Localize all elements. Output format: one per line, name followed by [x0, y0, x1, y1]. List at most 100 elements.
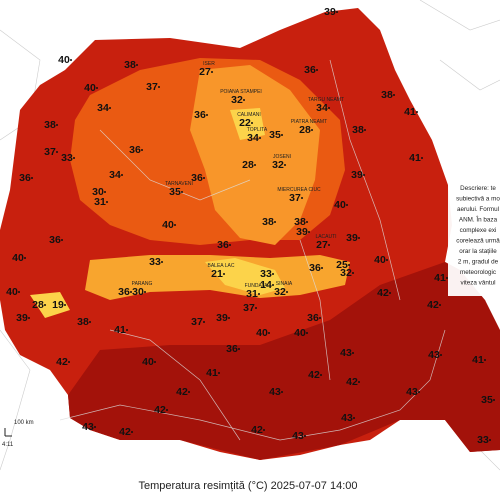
station-dot — [223, 273, 225, 275]
station-dot — [56, 124, 58, 126]
station-dot — [446, 277, 448, 279]
station-dot — [203, 177, 205, 179]
station-dot — [131, 431, 133, 433]
station-dot — [416, 111, 418, 113]
station-value: 40 — [294, 327, 306, 339]
station-value: 38 — [352, 124, 364, 136]
station-value: 41 — [472, 354, 484, 366]
station-value: 43 — [269, 386, 281, 398]
station-value: 31 — [246, 288, 258, 300]
station-value: 21 — [211, 268, 223, 280]
station-value: 32 — [272, 159, 284, 171]
station-value: 36 — [194, 109, 206, 121]
station-dot — [181, 191, 183, 193]
description-line: meteorologic — [460, 269, 496, 276]
station-value: 38 — [44, 119, 56, 131]
station-name: TOPLITA — [247, 127, 268, 133]
station-dot — [144, 291, 146, 293]
station-value: 42 — [251, 424, 263, 436]
station-dot — [321, 267, 323, 269]
station-value: 43 — [292, 430, 304, 442]
station-value: 38 — [124, 59, 136, 71]
station-dot — [218, 372, 220, 374]
station-value: 42 — [346, 376, 358, 388]
station-value: 37 — [243, 302, 255, 314]
station-dot — [304, 435, 306, 437]
station-dot — [320, 374, 322, 376]
station-value: 27 — [199, 66, 211, 78]
station-value: 43 — [341, 412, 353, 424]
station-dot — [272, 273, 274, 275]
description-line: subiectivă a mo — [456, 196, 500, 203]
description-box — [448, 180, 500, 296]
station-dot — [358, 381, 360, 383]
station-dot — [328, 107, 330, 109]
station-value: 39 — [351, 169, 363, 181]
cool-peaks-zone — [30, 108, 285, 318]
station-dot — [493, 399, 495, 401]
station-name: ISER — [203, 61, 215, 67]
station-name: POIANA STAMPEI — [220, 89, 262, 95]
station-dot — [363, 174, 365, 176]
station-dot — [311, 129, 313, 131]
station-value: 25 — [336, 259, 348, 271]
station-dot — [70, 59, 72, 61]
station-value: 33 — [61, 152, 73, 164]
scale-label: 100 km — [14, 420, 34, 426]
station-value: 34 — [247, 132, 259, 144]
station-dot — [281, 391, 283, 393]
station-dot — [364, 129, 366, 131]
station-dot — [386, 259, 388, 261]
station-dot — [281, 134, 283, 136]
station-dot — [126, 329, 128, 331]
station-value: 34 — [97, 102, 109, 114]
station-value: 35 — [481, 394, 493, 406]
station-value: 32 — [340, 267, 352, 279]
station-dot — [206, 114, 208, 116]
description-line: orar la stațiile — [459, 248, 497, 255]
station-value: 36 — [217, 239, 229, 251]
station-value: 39 — [216, 312, 228, 324]
mountain-orange-zone — [190, 65, 320, 245]
station-value: 37 — [191, 316, 203, 328]
south-dark-zone — [68, 262, 500, 460]
station-dot — [94, 426, 96, 428]
station-value: 28 — [32, 299, 44, 311]
station-value: 41 — [409, 152, 421, 164]
station-dot — [136, 64, 138, 66]
station-name: MIERCUREA CIUC — [277, 187, 321, 193]
station-value: 42 — [377, 287, 389, 299]
station-value: 28 — [242, 159, 254, 171]
station-value: 34 — [316, 102, 328, 114]
station-dot — [268, 332, 270, 334]
station-value: 40 — [142, 356, 154, 368]
station-dot — [418, 391, 420, 393]
station-dot — [18, 291, 20, 293]
station-dot — [31, 177, 33, 179]
station-dot — [346, 204, 348, 206]
station-dot — [353, 417, 355, 419]
station-dot — [203, 321, 205, 323]
station-name: PIATRA NEAMT — [291, 119, 327, 125]
station-dot — [73, 157, 75, 159]
station-value: 40 — [162, 219, 174, 231]
station-value: 36 — [49, 234, 61, 246]
station-value: 30 — [92, 186, 104, 198]
station-name: TARNAVENI — [165, 181, 193, 187]
station-value: 30 — [132, 286, 144, 298]
station-dot — [336, 11, 338, 13]
rivers — [59, 59, 446, 441]
station-name: FUNDATA — [245, 283, 269, 289]
station-dot — [352, 352, 354, 354]
station-value: 40 — [374, 254, 386, 266]
station-value: 42 — [176, 386, 188, 398]
station-dot — [56, 151, 58, 153]
station-dot — [161, 261, 163, 263]
station-value: 22 — [239, 117, 251, 129]
description-line: viteza vântul — [460, 280, 495, 287]
station-dot — [228, 317, 230, 319]
station-value: 40 — [12, 252, 24, 264]
station-dot — [274, 221, 276, 223]
station-value: 41 — [114, 324, 126, 336]
station-dot — [211, 71, 213, 73]
